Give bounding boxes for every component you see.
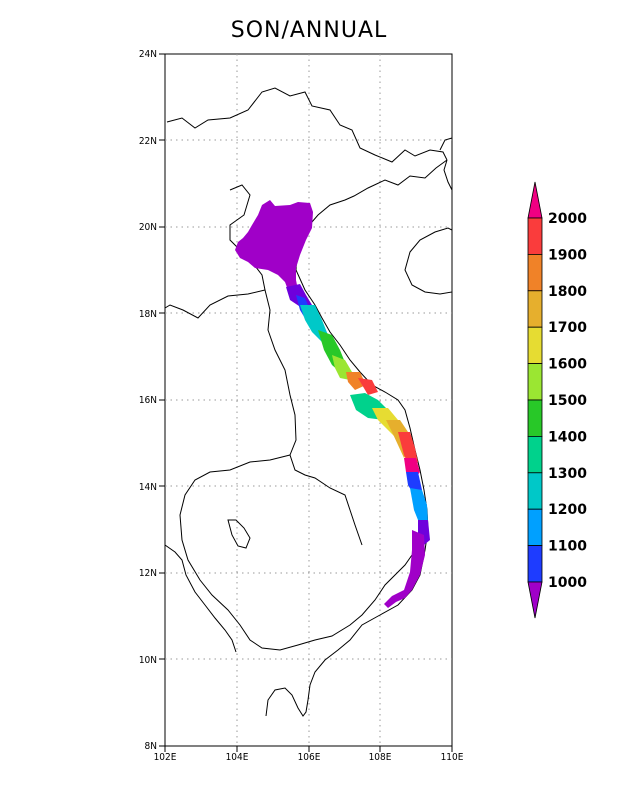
colorbar-label: 1300 [548, 466, 587, 482]
lat-tick-label: 22N [139, 136, 157, 147]
northern-border [166, 87, 448, 163]
colorbar-swatch-1700-1800 [527, 290, 543, 328]
colorbar-swatch-1800-1900 [527, 253, 543, 292]
cambodia-border [179, 454, 413, 651]
tick-marks [159, 53, 453, 752]
colorbar-bottom-triangle [527, 581, 543, 619]
lat-tick-label: 18N [139, 309, 157, 320]
country-boundaries [164, 87, 453, 717]
lat-tick-label: 8N [145, 741, 157, 752]
colorbar-swatch-1900-2000 [527, 217, 543, 255]
colorbar-label: 2000 [548, 211, 587, 227]
lat-tick-label: 14N [139, 482, 157, 493]
colorbar-swatch-1400-1500 [527, 399, 543, 437]
colorbar-label: 1000 [548, 575, 587, 591]
lon-tick-label: 106E [298, 752, 321, 763]
hue-field-b [358, 378, 378, 395]
colorbar-swatch-1300-1400 [527, 435, 543, 474]
lat-tick-label: 16N [139, 395, 157, 406]
lon-tick-label: 108E [369, 752, 392, 763]
lat-tick-label: 20N [139, 222, 157, 233]
colorbar-label: 1400 [548, 429, 587, 445]
colorbar-label: 1600 [548, 357, 587, 373]
south-china-coast [443, 159, 453, 191]
laos-west-border [164, 184, 266, 319]
colorbar-label: 1100 [548, 539, 587, 555]
colorbar-swatch-1000-1100 [527, 545, 543, 583]
map-title: SON/ANNUAL [230, 18, 388, 43]
ninh-thuan-field [384, 530, 425, 608]
lake-tonle-sap [227, 519, 251, 549]
colorbar-swatch-1500-1600 [527, 363, 543, 401]
lat-tick-label: 12N [139, 568, 157, 579]
colorbar-label: 1500 [548, 393, 587, 409]
colorbar-swatch-1600-1700 [527, 326, 543, 365]
phu-yen-field [410, 488, 428, 525]
colorbar-top-triangle [527, 181, 543, 219]
lon-tick-label: 104E [226, 752, 249, 763]
lat-tick-label: 24N [139, 49, 157, 60]
lon-tick-label: 110E [441, 752, 464, 763]
colorbar-label: 1900 [548, 247, 587, 263]
colorbar [527, 181, 543, 619]
leizhou-peninsula [439, 137, 453, 151]
vietnam-coast [265, 159, 448, 717]
colorbar-label: 1800 [548, 284, 587, 300]
hainan-island [404, 227, 453, 295]
lat-tick-label: 10N [139, 655, 157, 666]
northern-region-field [235, 200, 313, 296]
data-field [235, 200, 430, 608]
colorbar-label: 1700 [548, 320, 587, 336]
hue-field-a [346, 372, 366, 390]
thailand-coast [164, 544, 237, 653]
colorbar-swatch-1200-1300 [527, 472, 543, 510]
colorbar-label: 1200 [548, 502, 587, 518]
colorbar-swatch-1100-1200 [527, 508, 543, 547]
lon-tick-label: 102E [154, 752, 177, 763]
binh-dinh-field-b [406, 472, 422, 495]
